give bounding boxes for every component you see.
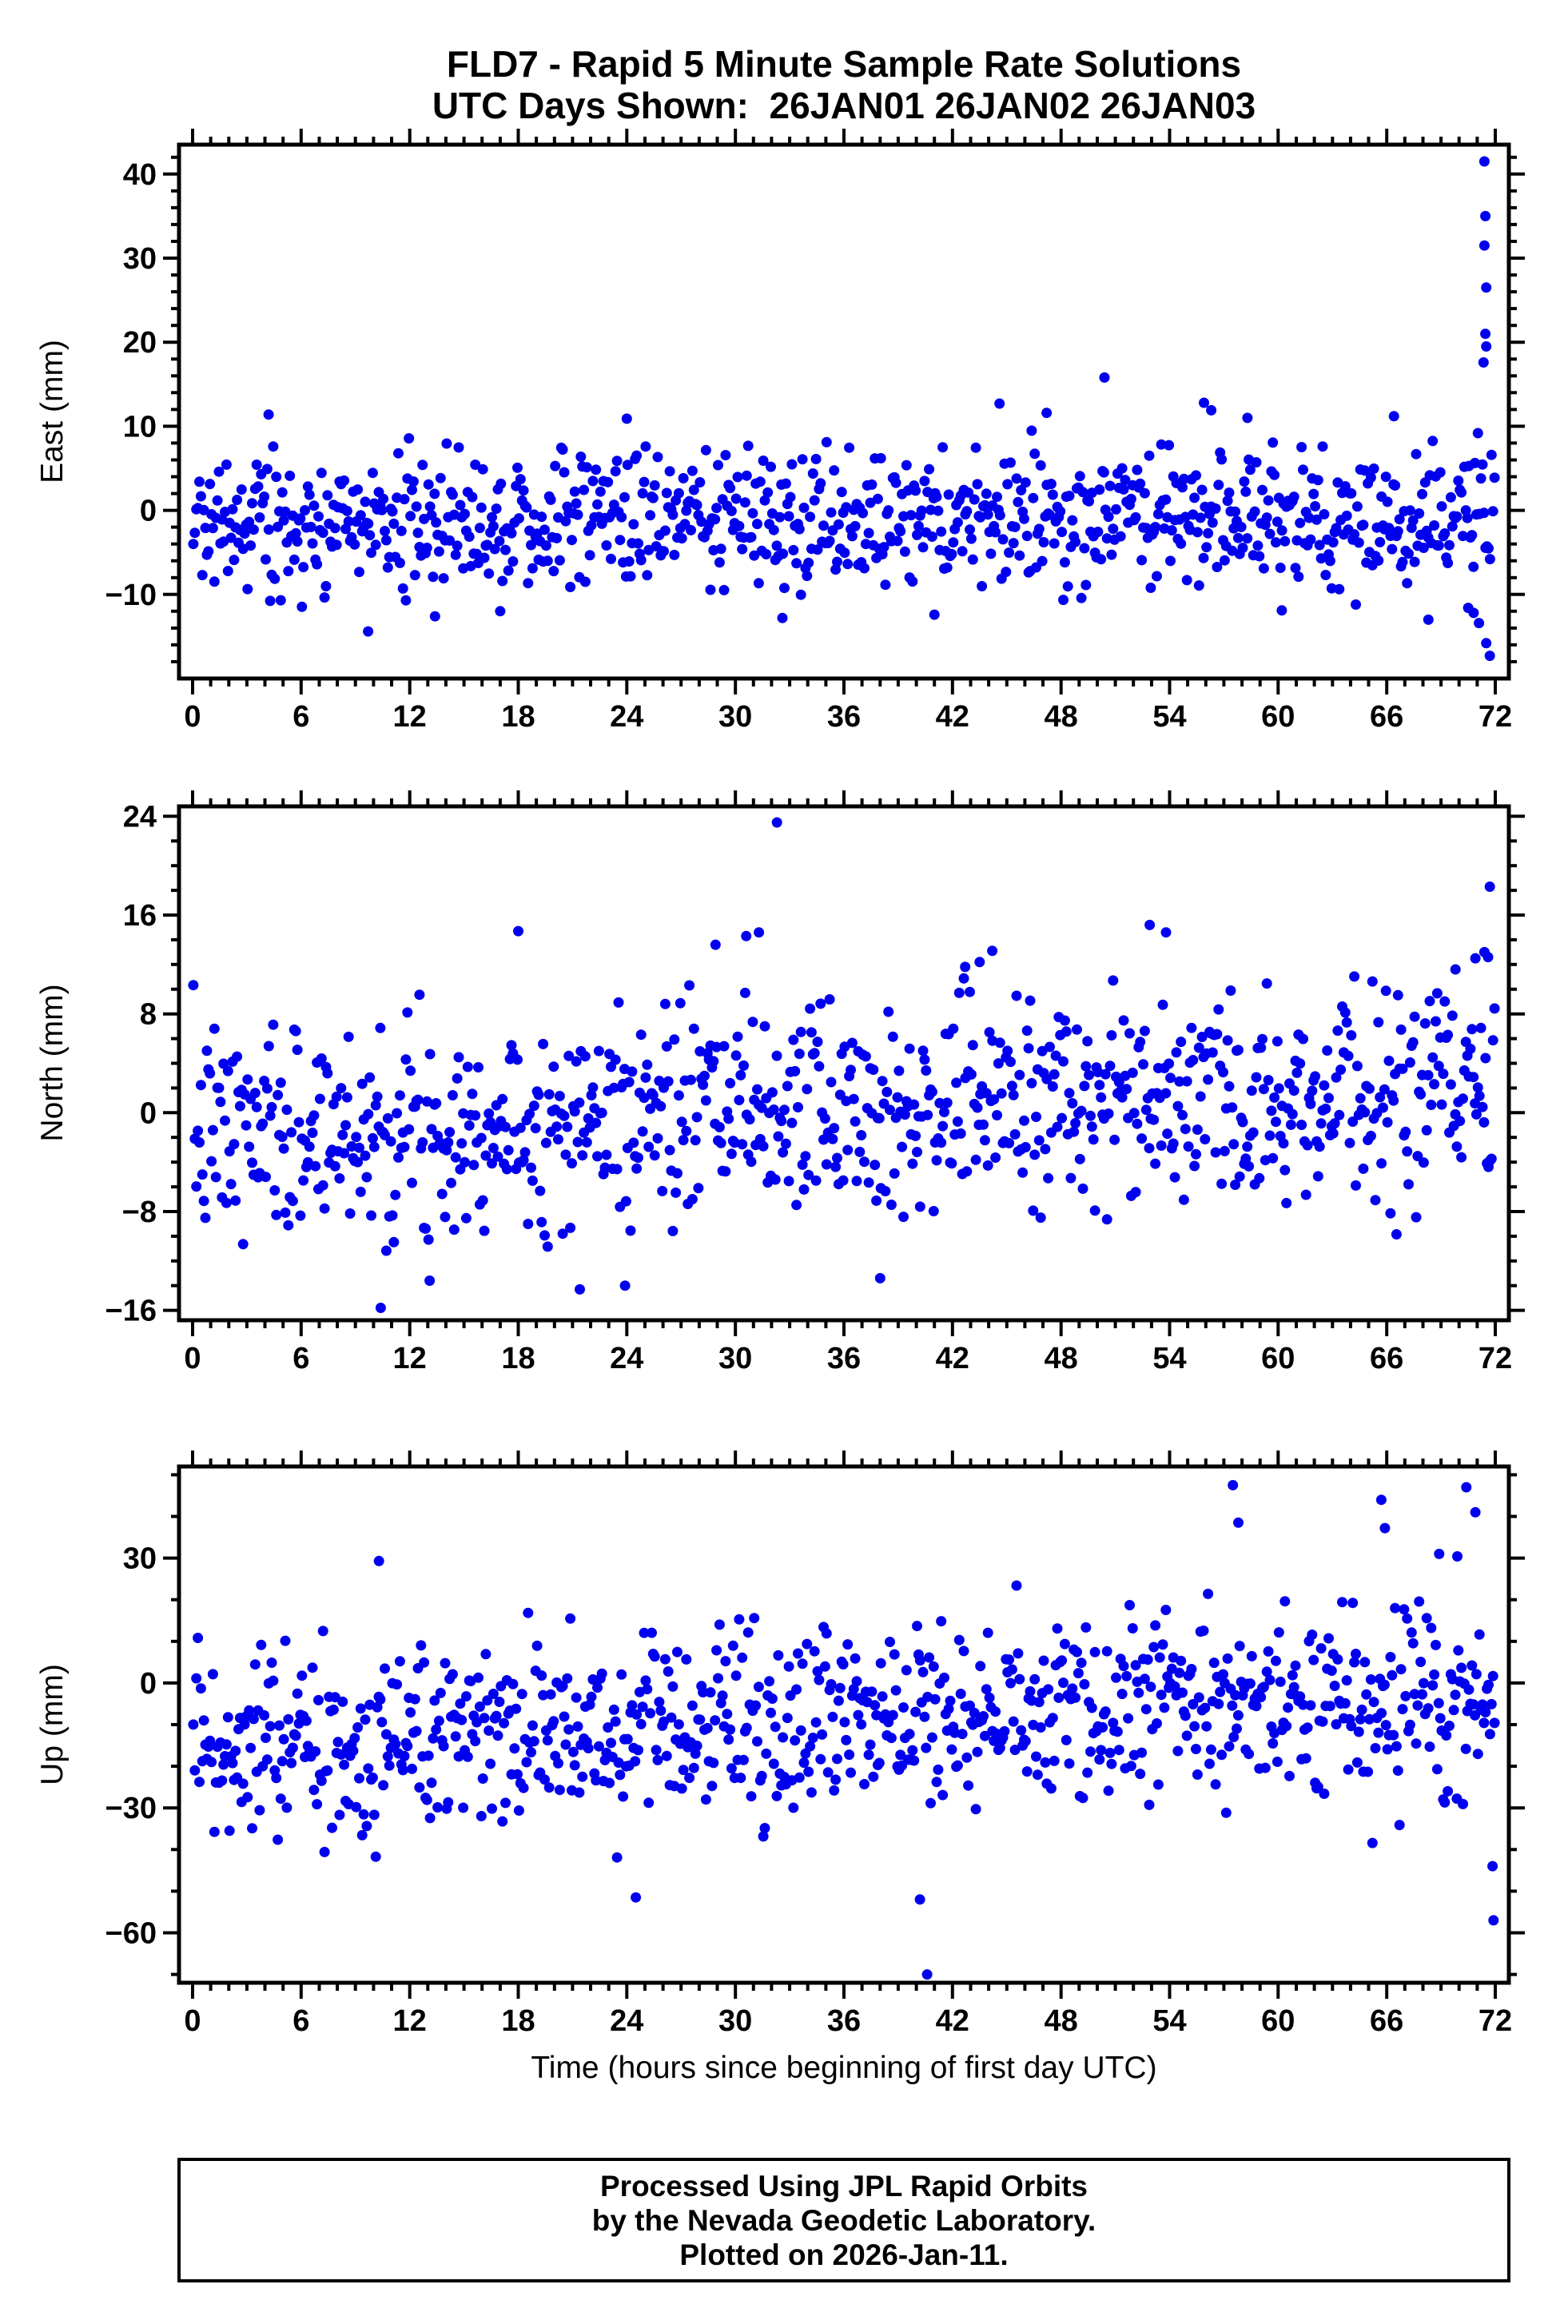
up-y-tick-label: −60 xyxy=(105,1917,157,1951)
east-x-tick-label: 48 xyxy=(1045,700,1078,734)
north-plot-frame xyxy=(177,804,1511,1323)
north-y-tick-label: 16 xyxy=(123,899,157,933)
north-scatter-points xyxy=(188,817,1500,1313)
east-scatter-points xyxy=(188,156,1500,662)
up-plot-frame xyxy=(177,1464,1511,1985)
up-scatter-points xyxy=(188,1479,1500,1980)
up-x-tick-label: 60 xyxy=(1261,2004,1295,2038)
north-axis-title: North (mm) xyxy=(35,984,70,1141)
up-x-tick-label: 30 xyxy=(718,2004,752,2038)
east-y-tick-label: 40 xyxy=(123,158,157,192)
figure-title-line-1: FLD7 - Rapid 5 Minute Sample Rate Soluti… xyxy=(447,43,1241,85)
up-x-tick-label: 12 xyxy=(393,2004,427,2038)
east-plot-frame xyxy=(177,142,1511,681)
up-axis-title: Up (mm) xyxy=(35,1664,70,1785)
east-y-tick-label: 30 xyxy=(123,242,157,276)
figure-title-line-2: UTC Days Shown: 26JAN01 26JAN02 26JAN03 xyxy=(432,85,1256,126)
up-tick-labels: 0 6 12 18 24 30 36 42 48 54 60 66 72 −60 −30 0 30 xyxy=(105,1542,1513,2038)
north-x-tick-label: 30 xyxy=(718,1342,752,1375)
up-subplot: 0 6 12 18 24 30 36 42 48 54 60 66 72 −60 −30 0 30 xyxy=(105,1451,1525,2038)
north-y-tick-label: 24 xyxy=(123,800,157,834)
up-x-tick-label: 48 xyxy=(1045,2004,1078,2038)
up-y-tick-label: −30 xyxy=(105,1792,157,1825)
up-x-tick-label: 18 xyxy=(501,2004,535,2038)
east-y-tick-label: 10 xyxy=(123,410,157,444)
east-x-tick-label: 30 xyxy=(718,700,752,734)
north-x-tick-label: 6 xyxy=(293,1342,309,1375)
east-x-tick-label: 36 xyxy=(827,700,861,734)
north-y-tick-label: −16 xyxy=(105,1295,157,1328)
up-x-tick-label: 66 xyxy=(1370,2004,1403,2038)
north-x-tick-label: 42 xyxy=(936,1342,969,1375)
up-x-tick-label: 0 xyxy=(184,2004,201,2038)
east-x-tick-label: 42 xyxy=(936,700,969,734)
north-y-tick-label: 8 xyxy=(140,998,157,1032)
north-x-tick-label: 0 xyxy=(184,1342,201,1375)
north-x-tick-label: 54 xyxy=(1152,1342,1186,1375)
footer-line-2: by the Nevada Geodetic Laboratory. xyxy=(592,2204,1096,2237)
east-y-tick-label: 20 xyxy=(123,326,157,360)
east-x-tick-label: 0 xyxy=(184,700,201,734)
up-x-tick-label: 6 xyxy=(293,2004,309,2038)
north-subplot: 0 6 12 18 24 30 36 42 48 54 60 66 72 −16 −8 0 8 16 24 xyxy=(105,790,1525,1375)
east-x-tick-label: 72 xyxy=(1478,700,1512,734)
east-x-tick-label: 18 xyxy=(501,700,535,734)
footer-box xyxy=(177,2158,1510,2282)
east-x-tick-label: 66 xyxy=(1370,700,1403,734)
east-ticks xyxy=(163,129,1525,694)
east-x-tick-label: 6 xyxy=(293,700,309,734)
north-ticks xyxy=(163,790,1525,1336)
north-x-tick-label: 18 xyxy=(501,1342,535,1375)
north-y-tick-label: 0 xyxy=(140,1096,157,1130)
footer-line-3: Plotted on 2026-Jan-11. xyxy=(679,2238,1008,2271)
up-x-tick-label: 54 xyxy=(1152,2004,1186,2038)
north-x-tick-label: 72 xyxy=(1478,1342,1512,1375)
north-x-tick-label: 36 xyxy=(827,1342,861,1375)
up-x-tick-label: 42 xyxy=(936,2004,969,2038)
east-axis-title: East (mm) xyxy=(35,340,70,484)
east-y-tick-label: −10 xyxy=(105,579,157,612)
up-x-tick-label: 72 xyxy=(1478,2004,1512,2038)
up-y-tick-label: 0 xyxy=(140,1667,157,1701)
north-x-tick-label: 66 xyxy=(1370,1342,1403,1375)
north-x-tick-label: 24 xyxy=(610,1342,643,1375)
north-x-tick-label: 48 xyxy=(1045,1342,1078,1375)
up-y-tick-label: 30 xyxy=(123,1542,157,1576)
east-x-tick-label: 24 xyxy=(610,700,643,734)
up-x-tick-label: 24 xyxy=(610,2004,643,2038)
north-x-tick-label: 12 xyxy=(393,1342,427,1375)
east-tick-labels: 0 6 12 18 24 30 36 42 48 54 60 66 72 −10 0 10 20 30 40 xyxy=(105,158,1513,734)
east-x-tick-label: 54 xyxy=(1152,700,1186,734)
x-axis-title: Time (hours since beginning of first day… xyxy=(531,2051,1156,2085)
up-x-tick-label: 36 xyxy=(827,2004,861,2038)
north-tick-labels: 0 6 12 18 24 30 36 42 48 54 60 66 72 −16 −8 0 8 16 24 xyxy=(105,800,1513,1375)
east-y-tick-label: 0 xyxy=(140,495,157,528)
footer-line-1: Processed Using JPL Rapid Orbits xyxy=(600,2170,1088,2203)
north-y-tick-label: −8 xyxy=(122,1196,157,1229)
north-x-tick-label: 60 xyxy=(1261,1342,1295,1375)
east-x-tick-label: 12 xyxy=(393,700,427,734)
east-subplot: 0 6 12 18 24 30 36 42 48 54 60 66 72 −10 0 10 20 30 40 xyxy=(105,129,1525,734)
east-x-tick-label: 60 xyxy=(1261,700,1295,734)
